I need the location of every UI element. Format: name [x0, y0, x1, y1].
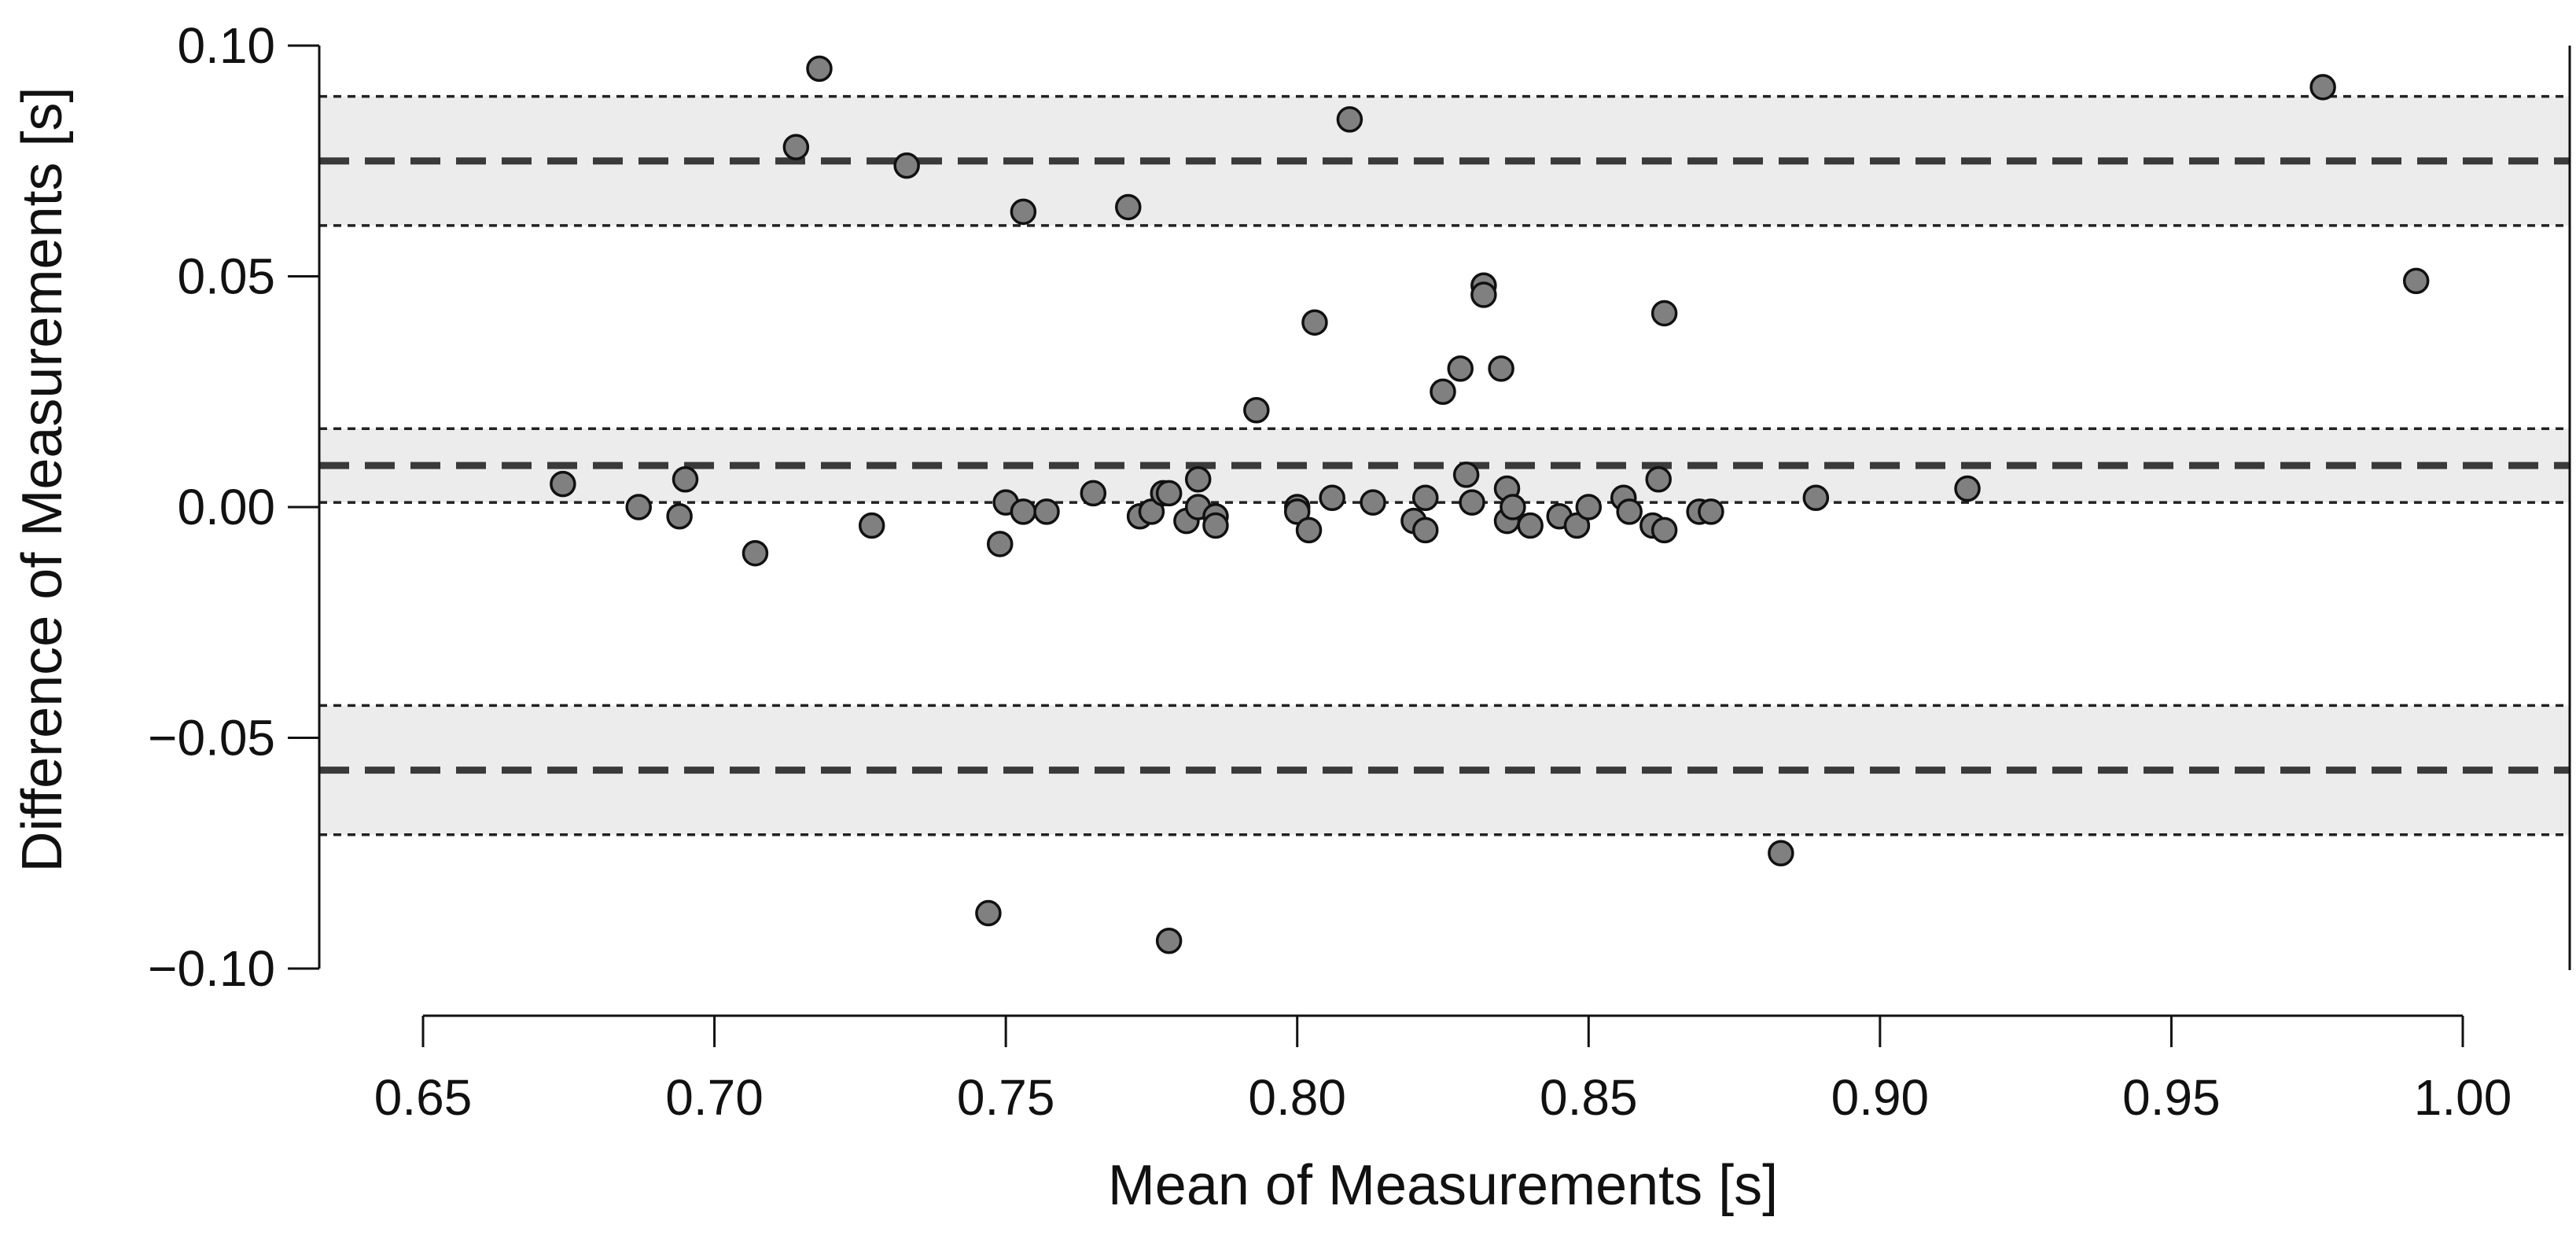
y-tick-label-1: 0.05 — [177, 248, 275, 305]
data-point-62 — [1954, 475, 1981, 502]
data-point-44 — [1488, 355, 1514, 382]
data-point-9 — [975, 899, 1002, 927]
data-point-27 — [1243, 396, 1270, 424]
x-tick-label-1: 0.70 — [665, 1069, 764, 1126]
agreement-bands — [319, 94, 2570, 836]
x-tick-label-7: 1.00 — [2414, 1069, 2512, 1126]
data-point-57 — [1650, 517, 1678, 544]
data-point-63 — [2309, 74, 2336, 101]
data-point-16 — [1115, 193, 1142, 221]
x-tick-label-6: 0.95 — [2122, 1069, 2221, 1126]
y-axis-title: Difference of Measurements [s] — [11, 86, 74, 872]
data-point-0 — [550, 470, 576, 498]
x-tick-label-2: 0.75 — [957, 1069, 1055, 1126]
data-points — [550, 55, 2430, 954]
x-tick-label-3: 0.80 — [1248, 1069, 1346, 1126]
data-point-13 — [1010, 198, 1037, 226]
data-point-37 — [1412, 517, 1439, 544]
y-tick-label-2: 0.00 — [177, 479, 275, 535]
data-point-34 — [1360, 489, 1386, 516]
axes: 0.10 0.05 0.00 −0.05 −0.10 0.65 0.70 0.75 0.80 0.… — [148, 17, 2571, 1126]
data-point-10 — [986, 531, 1014, 557]
data-point-6 — [806, 55, 833, 83]
data-point-30 — [1295, 517, 1323, 544]
y-tick-label-4: −0.10 — [148, 940, 275, 997]
data-point-14 — [1033, 498, 1060, 525]
data-point-4 — [742, 539, 769, 567]
data-point-64 — [2402, 267, 2430, 295]
data-point-18 — [1138, 498, 1165, 525]
x-tick-label-0: 0.65 — [374, 1069, 473, 1126]
data-point-51 — [1575, 494, 1603, 520]
x-tick-label-4: 0.85 — [1540, 1069, 1638, 1126]
data-point-12 — [1010, 498, 1037, 525]
data-point-15 — [1080, 480, 1107, 507]
data-point-47 — [1500, 494, 1526, 520]
data-point-56 — [1650, 300, 1678, 327]
data-point-48 — [1517, 512, 1544, 539]
data-point-3 — [672, 466, 699, 493]
y-tick-label-3: −0.05 — [148, 710, 275, 767]
x-axis-title: Mean of Measurements [s] — [1108, 1154, 1778, 1217]
data-point-7 — [858, 512, 885, 539]
data-point-55 — [1645, 466, 1672, 493]
data-point-59 — [1698, 498, 1724, 525]
data-point-8 — [893, 152, 920, 179]
data-point-31 — [1301, 309, 1328, 336]
data-point-5 — [782, 134, 810, 160]
data-point-50 — [1563, 512, 1591, 539]
data-point-33 — [1336, 106, 1363, 133]
data-point-38 — [1430, 378, 1456, 405]
data-point-21 — [1155, 928, 1183, 954]
data-point-61 — [1802, 484, 1830, 512]
y-tick-label-0: 0.10 — [177, 17, 275, 74]
data-point-43 — [1470, 281, 1497, 308]
data-point-41 — [1459, 489, 1485, 516]
data-point-60 — [1768, 840, 1794, 866]
data-point-36 — [1412, 484, 1439, 512]
data-point-39 — [1447, 355, 1474, 382]
x-tick-label-5: 0.90 — [1831, 1069, 1930, 1126]
data-point-2 — [666, 502, 693, 530]
data-point-20 — [1155, 480, 1183, 507]
data-point-53 — [1616, 498, 1643, 525]
data-point-40 — [1452, 461, 1480, 488]
data-point-29 — [1283, 498, 1311, 525]
data-point-1 — [625, 494, 652, 520]
data-point-26 — [1202, 512, 1229, 539]
data-point-23 — [1184, 466, 1212, 493]
data-point-32 — [1319, 484, 1345, 512]
